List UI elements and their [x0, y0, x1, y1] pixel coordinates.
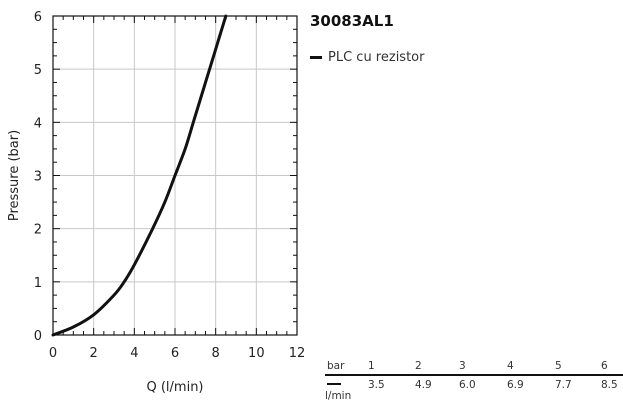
table-pressure-6: 6: [601, 360, 608, 372]
chart-title: 30083AL1: [310, 12, 394, 30]
pressure-flow-table: bar 1 2 3 4 5 6 3.5 4.9 6.0 6.9 7.7 8.5 …: [325, 360, 623, 402]
table-header-lmin: l/min: [325, 390, 352, 402]
legend: PLC cu rezistor: [310, 50, 424, 65]
table-flow-2: 4.9: [415, 379, 432, 391]
table-pressure-5: 5: [555, 360, 562, 372]
y-tick-label: 2: [34, 223, 42, 238]
table-flow-3: 6.0: [459, 379, 476, 391]
table-row-flow: 3.5 4.9 6.0 6.9 7.7 8.5: [325, 379, 623, 393]
table-row-pressure: bar 1 2 3 4 5 6: [325, 360, 623, 374]
y-tick-label: 5: [34, 63, 42, 78]
x-tick-label: 10: [248, 346, 265, 361]
x-axis-label: Q (l/min): [146, 380, 203, 395]
y-tick-label: 0: [34, 329, 42, 344]
x-tick-label: 2: [90, 346, 98, 361]
table-flow-4: 6.9: [507, 379, 524, 391]
table-flow-1: 3.5: [368, 379, 385, 391]
table-pressure-4: 4: [507, 360, 514, 372]
x-tick-label: 4: [130, 346, 138, 361]
table-divider: [325, 374, 623, 376]
y-axis-label: Pressure (bar): [7, 130, 22, 221]
x-tick-label: 0: [49, 346, 57, 361]
table-header-bar: bar: [327, 360, 345, 372]
y-tick-label: 4: [34, 116, 42, 131]
y-tick-label: 1: [34, 276, 42, 291]
table-pressure-2: 2: [415, 360, 422, 372]
x-tick-label: 6: [171, 346, 179, 361]
x-tick-label: 8: [212, 346, 220, 361]
legend-swatch: [310, 56, 322, 59]
y-tick-label: 3: [34, 170, 42, 185]
table-flow-5: 7.7: [555, 379, 572, 391]
x-tick-label: 12: [289, 346, 305, 361]
series-line: [51, 14, 228, 337]
table-series-swatch: [327, 383, 341, 385]
table-flow-6: 8.5: [601, 379, 618, 391]
y-tick-label: 6: [34, 10, 42, 25]
legend-label: PLC cu rezistor: [328, 50, 425, 65]
table-pressure-1: 1: [368, 360, 375, 372]
table-pressure-3: 3: [459, 360, 466, 372]
